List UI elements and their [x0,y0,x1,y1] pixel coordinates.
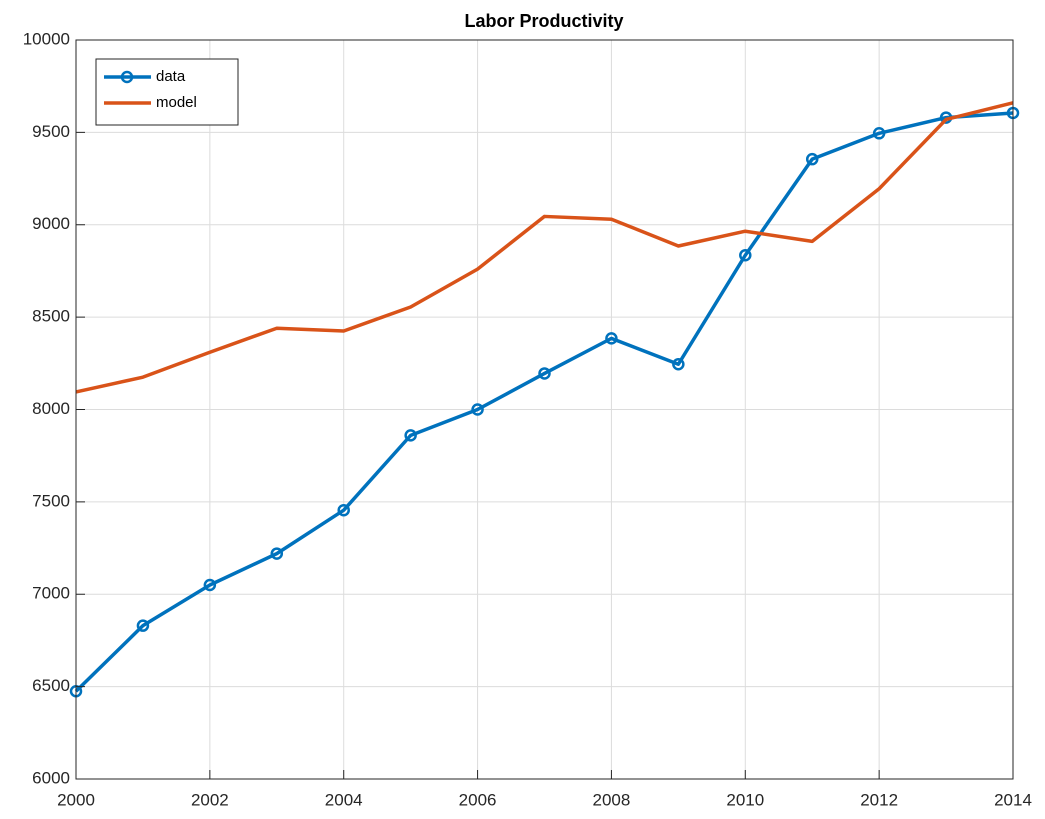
legend-label: model [156,94,197,111]
x-tick-label: 2002 [191,790,229,809]
x-tick-label: 2004 [325,790,363,809]
data-point [805,152,819,166]
legend-marker [120,70,134,84]
legend-box [95,58,239,126]
data-point [672,357,685,371]
y-tick-label: 8000 [32,399,70,418]
y-tick-label: 9500 [32,122,70,141]
y-tick-label: 6500 [32,676,70,695]
chart-title: Labor Productivity [464,11,623,31]
series-line [75,101,1014,394]
y-tick-label: 9000 [32,214,70,233]
x-tick-label: 2010 [726,790,764,809]
y-tick-label: 7000 [32,584,70,603]
data-point [872,127,886,140]
x-tick-label: 2012 [860,790,898,809]
data-point [538,367,551,380]
data-point [471,403,484,416]
data-point [605,332,618,345]
plot-area [69,101,1020,698]
series-line [74,111,1014,693]
x-tick-label: 2006 [459,790,497,809]
y-tick-label: 7500 [32,491,70,510]
legend: data model [95,58,239,126]
x-tick-label: 2014 [994,790,1032,809]
y-tick-label: 8500 [32,307,70,326]
data-point [404,429,417,442]
ticks: 6000 6500 7000 7500 8000 8500 9000 9500 10000 200… [23,29,1032,809]
data-point [739,248,752,262]
data-point [270,547,284,560]
y-tick-label: 10000 [23,29,70,48]
x-tick-label: 2008 [593,790,631,809]
data-point [136,619,150,632]
x-tick-label: 2000 [57,790,95,809]
grid [75,39,1014,780]
legend-label: data [156,68,186,85]
data-point [337,503,350,517]
data-point [203,578,217,592]
y-tick-label: 6000 [32,768,70,787]
